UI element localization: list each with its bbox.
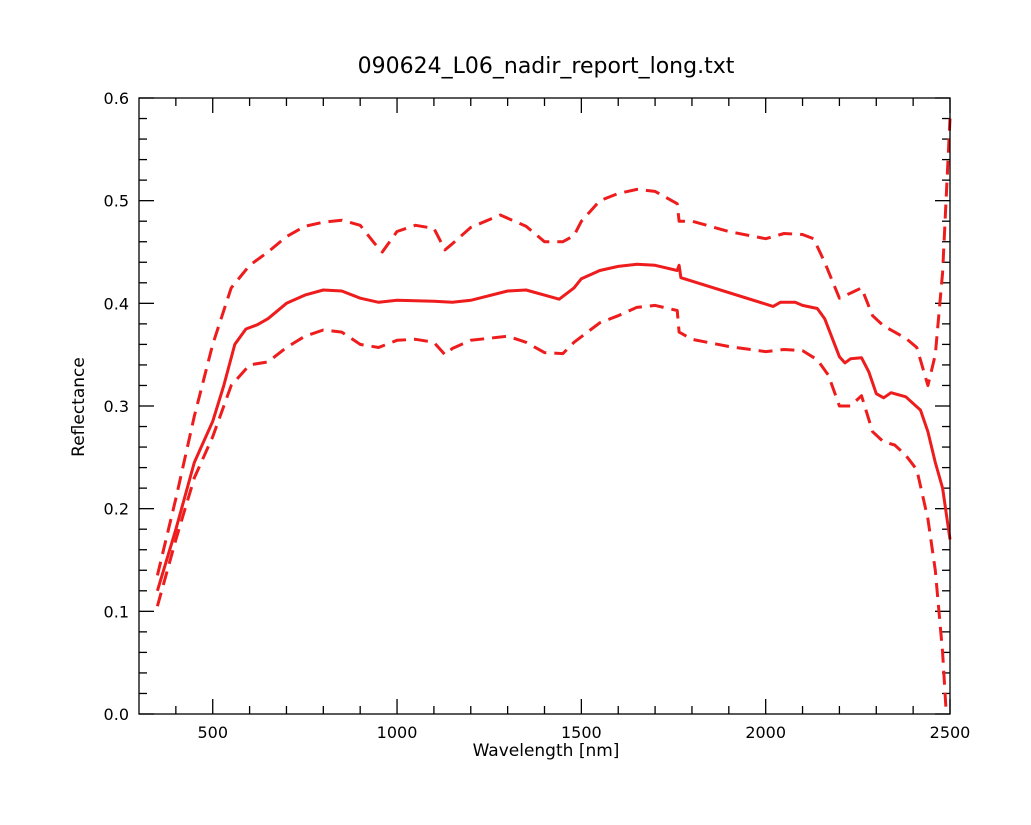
chart-title: 090624_L06_nadir_report_long.txt: [358, 54, 735, 79]
x-tick-label: 1000: [377, 723, 418, 742]
y-axis-label: Reflectance: [69, 357, 89, 457]
dashed-series-line-1: [155, 118, 952, 576]
x-axis-label: Wavelength [nm]: [473, 741, 620, 761]
y-tick-label: 0.1: [104, 602, 129, 621]
y-tick-label: 0.6: [104, 89, 129, 108]
y-tick-label: 0.0: [104, 705, 129, 724]
plot-frame: [138, 97, 951, 715]
axis-ticks: [139, 97, 951, 715]
solid-series-line: [155, 262, 952, 592]
y-tick-label: 0.2: [104, 500, 129, 519]
x-tick-label: 2000: [745, 723, 786, 742]
x-tick-label: 1500: [561, 723, 602, 742]
x-tick-labels: 500 1000 1500 2000 2500: [197, 723, 970, 742]
x-tick-label: 2500: [930, 723, 971, 742]
y-tick-label: 0.3: [104, 397, 129, 416]
x-tick-label: 500: [197, 723, 228, 742]
data-series: [155, 118, 952, 715]
y-tick-label: 0.5: [104, 192, 129, 211]
y-tick-labels: 0.0 0.1 0.2 0.3 0.4 0.5 0.6: [104, 89, 129, 724]
y-tick-label: 0.4: [104, 294, 129, 313]
dashed-series-line-2: [155, 303, 948, 715]
